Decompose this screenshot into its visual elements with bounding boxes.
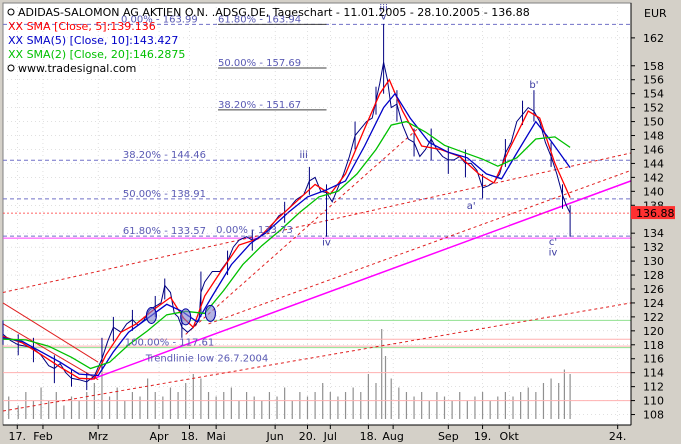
y-tick-label: 110 bbox=[643, 395, 664, 408]
y-tick-label: 132 bbox=[643, 241, 664, 254]
legend-entry: www.tradesignal.com bbox=[18, 62, 136, 75]
last-price-marker: 136.88 bbox=[3, 206, 675, 220]
fibonacci-label: 38.20% - 151.67 bbox=[218, 100, 301, 111]
legend-entry: ADIDAS-SALOMON AG AKTIEN O.N. .ADSG.DE, … bbox=[18, 6, 530, 19]
trendline bbox=[2, 323, 99, 381]
series-line bbox=[2, 78, 571, 380]
y-tick-label: 154 bbox=[643, 88, 664, 101]
fibonacci-label: 61.80% - 163.94 bbox=[218, 14, 301, 25]
x-tick-label: Mrz bbox=[88, 430, 108, 443]
fibonacci-label: 50.00% - 157.69 bbox=[218, 58, 301, 69]
y-tick-label: 126 bbox=[643, 283, 664, 296]
x-tick-label: 24. bbox=[609, 430, 627, 443]
trendline bbox=[2, 302, 632, 412]
x-tick-label: 18. bbox=[360, 430, 378, 443]
fibonacci-label: Trendlinie low 26.7.2004 bbox=[145, 354, 269, 365]
trendline bbox=[90, 180, 632, 381]
series-lines bbox=[2, 62, 571, 383]
y-tick-label: 114 bbox=[643, 367, 664, 380]
y-tick-label: 112 bbox=[643, 381, 664, 394]
legend-entry: XX SMA(2) [Close, 20]:146.2875 bbox=[8, 48, 185, 61]
chart-info-icon bbox=[7, 8, 15, 16]
watermark-icon bbox=[7, 64, 15, 72]
wave-label: c' bbox=[549, 237, 557, 248]
legend-entry: XX SMA [Close, 5]:139.136 bbox=[8, 20, 156, 33]
trendline bbox=[2, 152, 632, 293]
wave-label: iv bbox=[322, 238, 331, 249]
y-tick-label: 130 bbox=[643, 255, 664, 268]
y-tick-label: 134 bbox=[643, 227, 664, 240]
pattern-ellipse bbox=[180, 308, 192, 326]
fibonacci-label: 0.00% - 133.73 bbox=[216, 225, 293, 236]
y-tick-label: 116 bbox=[643, 353, 664, 366]
series-line bbox=[2, 120, 571, 370]
last-price-box bbox=[631, 206, 675, 220]
y-tick-label: 124 bbox=[643, 297, 664, 310]
legend-entry: XX SMA(5) [Close, 10]:143.427 bbox=[8, 34, 178, 47]
x-tick-label: Jul bbox=[323, 430, 337, 443]
x-tick-label: Sep bbox=[438, 430, 459, 443]
wave-label: b' bbox=[529, 80, 538, 91]
y-tick-label: 156 bbox=[643, 74, 664, 87]
y-tick-label: 108 bbox=[643, 409, 664, 422]
x-tick-label: 18. bbox=[181, 430, 199, 443]
x-tick-label: Apr bbox=[150, 430, 170, 443]
horizontal-lines bbox=[3, 23, 631, 402]
x-tick-label: Feb bbox=[33, 430, 52, 443]
wave-label: iv bbox=[549, 248, 558, 259]
pattern-ellipses bbox=[145, 304, 216, 326]
y-tick-label: 140 bbox=[643, 185, 664, 198]
y-axis: 1081101121141161181201221241261281301321… bbox=[630, 3, 664, 425]
y-tick-label: 146 bbox=[643, 143, 664, 156]
x-tick-label: Jun bbox=[266, 430, 284, 443]
x-tick-label: Mai bbox=[206, 430, 225, 443]
wave-label: iii bbox=[300, 150, 308, 161]
trendline bbox=[185, 128, 419, 335]
x-tick-label: Okt bbox=[500, 430, 520, 443]
y-tick-label: 150 bbox=[643, 116, 664, 129]
y-tick-label: 118 bbox=[643, 339, 664, 352]
fibonacci-label: 100.00% - 117.61 bbox=[125, 338, 214, 349]
x-tick-label: 19. bbox=[474, 430, 492, 443]
trendline bbox=[208, 169, 632, 325]
wave-label: v bbox=[381, 12, 387, 23]
y-tick-label: 148 bbox=[643, 130, 664, 143]
y-tick-label: 162 bbox=[643, 32, 664, 45]
pattern-ellipse bbox=[204, 304, 216, 322]
last-price-label: 136.88 bbox=[636, 207, 675, 220]
x-tick-label: 17. bbox=[9, 430, 27, 443]
fibonacci-label: 0.00% - 163.99 bbox=[121, 14, 198, 25]
y-tick-label: 152 bbox=[643, 102, 664, 115]
fibonacci-label: 50.00% - 138.91 bbox=[123, 189, 206, 200]
y-tick-label: 158 bbox=[643, 60, 664, 73]
chart-legend: ADIDAS-SALOMON AG AKTIEN O.N. .ADSG.DE, … bbox=[7, 6, 530, 75]
wave-label: iii bbox=[379, 3, 387, 14]
y-tick-label: 120 bbox=[643, 325, 664, 338]
x-tick-label: Aug bbox=[382, 430, 403, 443]
trendlines bbox=[2, 128, 632, 412]
trendline bbox=[2, 302, 99, 363]
x-tick-label: 20. bbox=[299, 430, 317, 443]
pattern-ellipse bbox=[145, 306, 157, 324]
fibonacci-label: 61.80% - 133.57 bbox=[123, 226, 206, 237]
y-tick-label: 122 bbox=[643, 311, 664, 324]
plot-area bbox=[2, 2, 632, 426]
series-line bbox=[2, 92, 571, 377]
retracement-lines bbox=[218, 23, 327, 111]
x-axis: 17. Feb Mrz Apr 18. Mai Jun 20. Jul 18. Aug Sep 19. O… bbox=[3, 424, 631, 443]
currency-label: EUR bbox=[644, 7, 667, 20]
fibonacci-label: 38.20% - 144.46 bbox=[123, 150, 206, 161]
y-tick-label: 128 bbox=[643, 269, 664, 282]
wave-label: a' bbox=[467, 201, 476, 212]
y-tick-label: 142 bbox=[643, 171, 664, 184]
fibonacci-labels: 0.00% - 163.99 61.80% - 163.94 50.00% - 15… bbox=[121, 14, 301, 364]
y-tick-label: 144 bbox=[643, 157, 664, 170]
